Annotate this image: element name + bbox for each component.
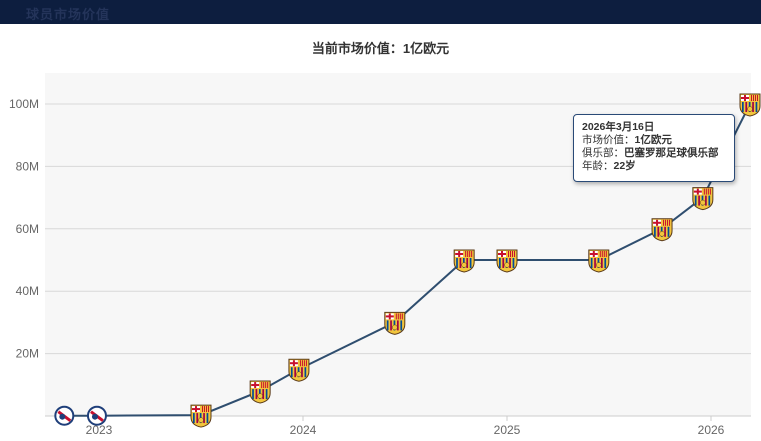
x-tick-label: 2024 — [290, 423, 317, 437]
y-tick-label: 60M — [16, 222, 39, 236]
fc-barcelona-crest-marker[interactable] — [496, 249, 518, 273]
tooltip-value-row: 市场价值：1亿欧元 — [582, 134, 726, 147]
fc-barcelona-crest-marker[interactable] — [739, 93, 761, 117]
top-bar: 球员市场价值 — [0, 0, 761, 24]
x-tick-label: 2023 — [86, 423, 113, 437]
fc-barcelona-crest-marker[interactable] — [588, 249, 610, 273]
tooltip-age-label: 年龄： — [582, 160, 614, 172]
tooltip: 2026年3月16日 市场价值：1亿欧元 俱乐部：巴塞罗那足球俱乐部 年龄：22… — [573, 114, 735, 182]
club-crest-marker[interactable] — [54, 405, 75, 426]
club-crest-marker[interactable] — [86, 405, 107, 426]
tooltip-club-row: 俱乐部：巴塞罗那足球俱乐部 — [582, 147, 726, 160]
y-tick-label: 100M — [9, 97, 39, 111]
tooltip-date: 2026年3月16日 — [582, 121, 655, 133]
fc-barcelona-crest-marker[interactable] — [288, 358, 310, 382]
fc-barcelona-crest-marker[interactable] — [249, 380, 271, 404]
fc-barcelona-crest-marker[interactable] — [384, 311, 406, 335]
y-tick-label: 80M — [16, 159, 39, 173]
y-tick-label: 40M — [16, 284, 39, 298]
tooltip-club-label: 俱乐部： — [582, 147, 624, 159]
y-tick-label: 20M — [16, 347, 39, 361]
tooltip-age: 22岁 — [613, 160, 636, 172]
fc-barcelona-crest-marker[interactable] — [190, 404, 212, 428]
tooltip-value-label: 市场价值： — [582, 134, 635, 146]
tooltip-club: 巴塞罗那足球俱乐部 — [624, 147, 719, 159]
tooltip-value: 1亿欧元 — [634, 134, 672, 146]
fc-barcelona-crest-marker[interactable] — [692, 187, 714, 211]
x-tick-label: 2026 — [698, 423, 725, 437]
x-tick-label: 2025 — [494, 423, 521, 437]
top-bar-text: 球员市场价值 — [26, 7, 111, 22]
chart-title: 当前市场价值：1亿欧元 — [311, 41, 450, 56]
fc-barcelona-crest-marker[interactable] — [651, 218, 673, 242]
tooltip-age-row: 年龄：22岁 — [582, 160, 726, 173]
fc-barcelona-crest-marker[interactable] — [453, 249, 475, 273]
